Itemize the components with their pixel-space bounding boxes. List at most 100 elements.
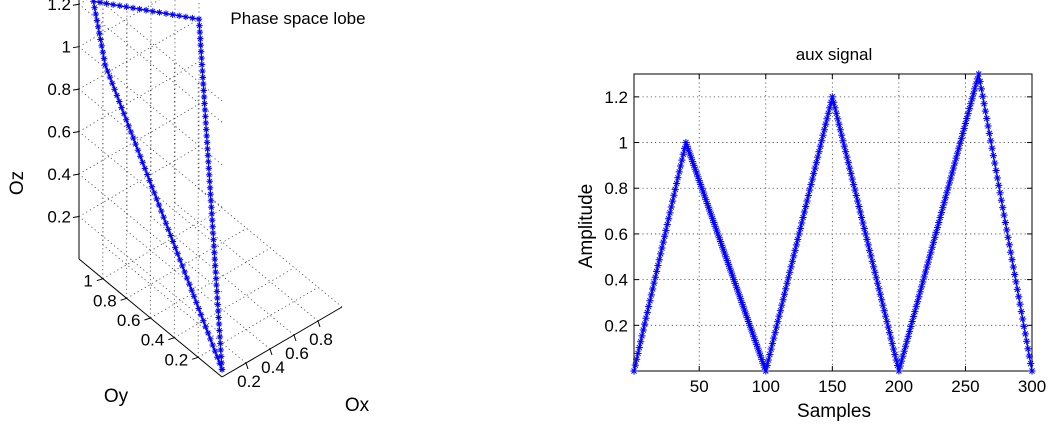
signal-marker (783, 279, 791, 287)
trajectory-marker (123, 116, 130, 123)
signal-marker (1005, 241, 1013, 249)
signal-marker (630, 367, 638, 375)
signal-marker (1007, 248, 1015, 256)
signal-marker (639, 326, 647, 334)
signal-marker (855, 202, 863, 211)
signal-marker (638, 332, 646, 340)
trajectory-marker (203, 139, 211, 146)
trajectory-marker (199, 67, 206, 75)
trajectory-marker (212, 268, 219, 276)
signal-marker (915, 293, 923, 301)
amplitude-tick-label: 0.2 (604, 316, 628, 335)
signal-marker (881, 312, 890, 320)
signal-marker (787, 263, 795, 271)
trajectory-marker (142, 7, 150, 14)
signal-marker (665, 215, 673, 223)
trajectory-marker (137, 153, 144, 160)
trajectory-marker (196, 22, 203, 29)
signal-marker (989, 152, 997, 160)
samples-tick-label: 200 (885, 377, 913, 396)
trajectory-marker (203, 132, 210, 140)
trajectory-marker (167, 232, 174, 239)
signal-marker (663, 220, 671, 229)
trajectory-marker (151, 189, 158, 197)
trajectory-marker (200, 317, 207, 324)
trajectory-marker (205, 158, 212, 166)
trajectory-marker (139, 159, 146, 166)
trajectory-marker (210, 242, 218, 250)
trajectory-marker (218, 366, 226, 373)
signal-marker (969, 90, 978, 98)
trajectory-marker (106, 73, 114, 81)
signal-marker (659, 238, 667, 246)
signal-marker (867, 252, 875, 260)
z-tick-label: 0.4 (47, 165, 71, 184)
signal-marker (1024, 345, 1032, 353)
signal-marker (807, 180, 815, 189)
signal-marker (780, 290, 789, 298)
trajectory-marker (109, 1, 117, 8)
trajectory-marker (195, 305, 202, 312)
trajectory-marker (199, 74, 207, 81)
trajectory-marker (197, 41, 204, 49)
signal-marker (879, 301, 887, 309)
signal-marker (945, 179, 954, 187)
signal-marker (1020, 322, 1028, 331)
signal-marker (921, 268, 930, 276)
aux-signal-plot: aux signal 50 100 150 200 250 300 0.20.40.60.… (576, 45, 1046, 422)
signal-marker (782, 285, 790, 293)
signal-marker (1015, 293, 1023, 301)
amplitude-tick-labels: 0.2 0.4 0.6 0.8 1 1.2 (604, 88, 628, 335)
trajectory-marker (214, 301, 221, 308)
phase-space-axes (72, 0, 343, 378)
trajectory-marker (206, 178, 213, 185)
signal-marker (991, 159, 999, 167)
signal-marker (823, 115, 831, 123)
trajectory-marker (144, 171, 151, 178)
trajectory-marker (175, 12, 183, 20)
signal-marker (997, 196, 1005, 204)
trajectory-marker (200, 80, 207, 88)
trajectory-marker (206, 184, 214, 191)
signal-marker (671, 185, 679, 194)
signal-marker (1001, 218, 1009, 227)
grid-line (150, 216, 295, 336)
signal-marker (920, 273, 928, 281)
trajectory-marker (209, 341, 216, 349)
trajectory-marker (116, 2, 123, 9)
signal-marker (771, 329, 779, 337)
trajectory-marker (200, 93, 208, 101)
trajectory-marker (98, 42, 105, 50)
z-tick (72, 131, 80, 134)
signal-marker (820, 126, 828, 134)
signal-marker (649, 285, 657, 293)
signal-marker (643, 308, 651, 317)
signal-marker (1008, 256, 1016, 264)
trajectory-marker (111, 86, 118, 93)
signal-marker (634, 349, 642, 358)
signal-marker (972, 80, 980, 88)
signal-marker (646, 297, 654, 305)
trajectory-marker (90, 0, 97, 5)
trajectory-marker (205, 165, 213, 172)
signal-marker (839, 137, 847, 145)
y-tick-label: 0.2 (165, 350, 189, 369)
phase-space-title: Phase space lobe (230, 9, 365, 28)
trajectory-marker (141, 165, 149, 172)
signal-marker (778, 301, 786, 309)
signal-marker (1004, 233, 1012, 241)
trajectory-marker (207, 191, 214, 198)
signal-marker (655, 256, 663, 264)
signal-marker (800, 208, 808, 216)
signal-marker (1003, 226, 1011, 234)
trajectory-marker (209, 223, 216, 230)
y-tick-label: 0.6 (117, 311, 141, 330)
z-tick-label: 1.2 (47, 0, 71, 14)
signal-marker (981, 107, 990, 115)
signal-marker (715, 234, 723, 242)
signal-marker (804, 191, 812, 200)
signal-marker (818, 137, 826, 145)
signal-marker (784, 274, 793, 282)
signal-marker (840, 142, 848, 150)
